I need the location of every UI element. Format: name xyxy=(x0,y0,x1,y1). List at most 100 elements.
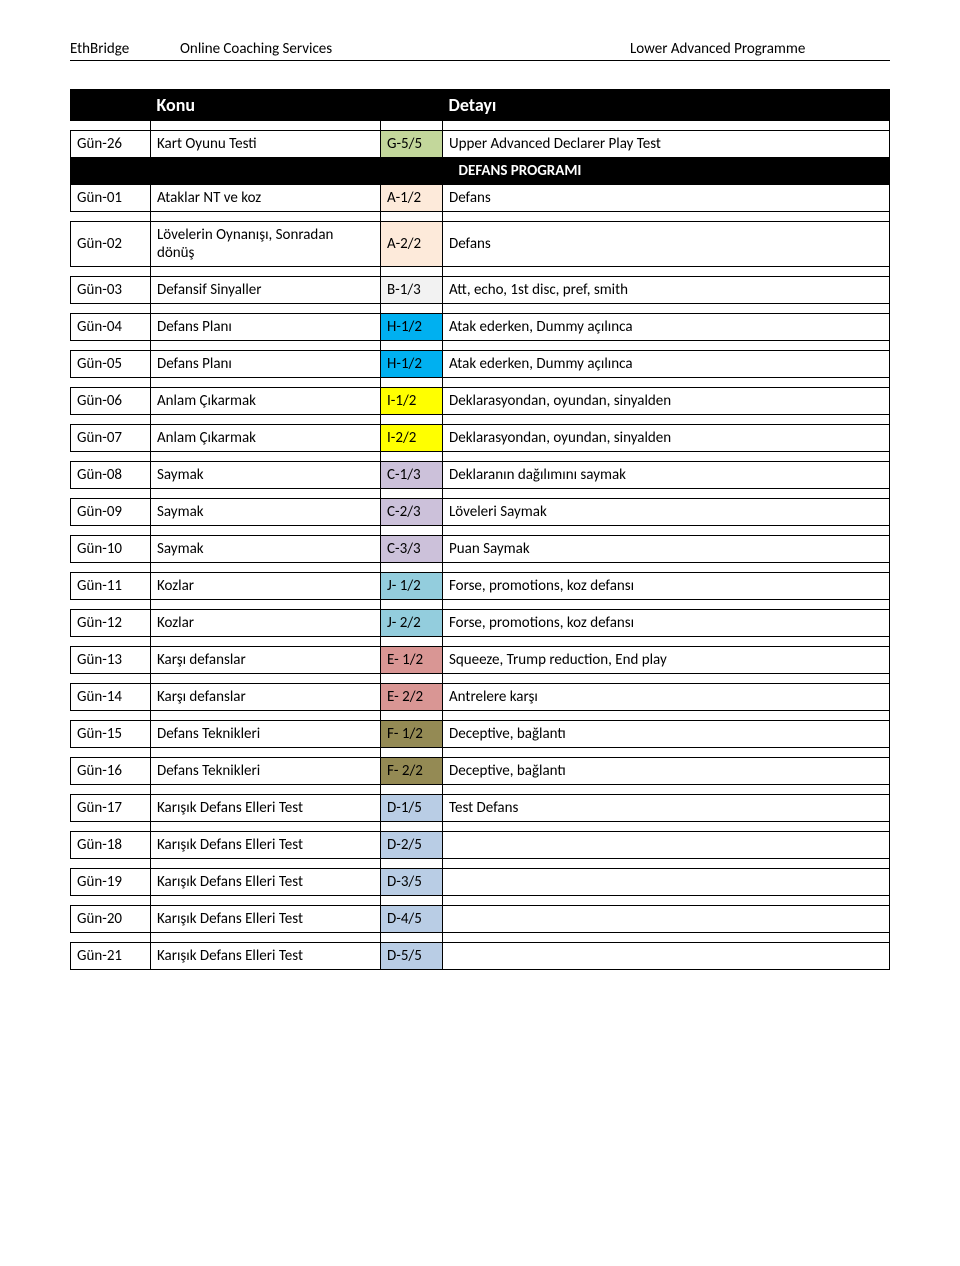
gap-row xyxy=(71,121,890,131)
cell-code: E- 2/2 xyxy=(381,684,443,711)
gap-row xyxy=(71,748,890,758)
cell-code: J- 2/2 xyxy=(381,610,443,637)
cell-day: Gün-06 xyxy=(71,388,151,415)
cell-day: Gün-21 xyxy=(71,943,151,970)
cell-topic: Saymak xyxy=(151,536,381,563)
cell-detail: Atak ederken, Dummy açılınca xyxy=(443,351,890,378)
table-header-row: KonuDetayı xyxy=(71,90,890,121)
cell-code: D-3/5 xyxy=(381,869,443,896)
cell-detail: Löveleri Saymak xyxy=(443,499,890,526)
page-header: EthBridge Online Coaching Services Lower… xyxy=(70,40,890,61)
cell-detail xyxy=(443,906,890,933)
table-row: Gün-16Defans TeknikleriF- 2/2Deceptive, … xyxy=(71,758,890,785)
cell-detail: Forse, promotions, koz defansı xyxy=(443,610,890,637)
cell-day: Gün-08 xyxy=(71,462,151,489)
table-row: Gün-17Karışık Defans Elleri TestD-1/5Tes… xyxy=(71,795,890,822)
gap-row xyxy=(71,415,890,425)
table-row: Gün-02Lövelerin Oynanışı, Sonradan dönüş… xyxy=(71,222,890,267)
section-title: DEFANS PROGRAMI xyxy=(151,158,890,185)
cell-day: Gün-02 xyxy=(71,222,151,267)
cell-topic: Kozlar xyxy=(151,573,381,600)
cell-day: Gün-11 xyxy=(71,573,151,600)
cell-detail: Deklarasyondan, oyundan, sinyalden xyxy=(443,388,890,415)
header-service: Online Coaching Services xyxy=(180,40,630,58)
cell-code: B-1/3 xyxy=(381,277,443,304)
table-row: Gün-05Defans PlanıH-1/2Atak ederken, Dum… xyxy=(71,351,890,378)
cell-day: Gün-10 xyxy=(71,536,151,563)
programme-table: KonuDetayı Gün-26Kart Oyunu TestiG-5/5Upp… xyxy=(70,89,890,970)
cell-code: D-1/5 xyxy=(381,795,443,822)
gap-row xyxy=(71,267,890,277)
cell-code: D-4/5 xyxy=(381,906,443,933)
cell-code: C-1/3 xyxy=(381,462,443,489)
cell-day: Gün-14 xyxy=(71,684,151,711)
table-row: Gün-08SaymakC-1/3Deklaranın dağılımını s… xyxy=(71,462,890,489)
cell-code: F- 2/2 xyxy=(381,758,443,785)
gap-row xyxy=(71,933,890,943)
table-row: Gün-10SaymakC-3/3Puan Saymak xyxy=(71,536,890,563)
table-row: Gün-06Anlam ÇıkarmakI-1/2Deklarasyondan,… xyxy=(71,388,890,415)
gap-row xyxy=(71,489,890,499)
cell-detail xyxy=(443,832,890,859)
table-row: Gün-15Defans TeknikleriF- 1/2Deceptive, … xyxy=(71,721,890,748)
cell-day: Gün-09 xyxy=(71,499,151,526)
table-row: Gün-21Karışık Defans Elleri TestD-5/5 xyxy=(71,943,890,970)
gap-row xyxy=(71,637,890,647)
header-brand: EthBridge xyxy=(70,40,180,58)
cell-detail: Upper Advanced Declarer Play Test xyxy=(443,131,890,158)
cell-day: Gün-13 xyxy=(71,647,151,674)
table-row: Gün-26Kart Oyunu TestiG-5/5Upper Advance… xyxy=(71,131,890,158)
cell-topic: Karşı defanslar xyxy=(151,684,381,711)
gap-row xyxy=(71,859,890,869)
cell-day: Gün-16 xyxy=(71,758,151,785)
table-row: Gün-04Defans PlanıH-1/2Atak ederken, Dum… xyxy=(71,314,890,341)
cell-day: Gün-04 xyxy=(71,314,151,341)
table-row: Gün-20Karışık Defans Elleri TestD-4/5 xyxy=(71,906,890,933)
cell-topic: Karışık Defans Elleri Test xyxy=(151,832,381,859)
cell-day: Gün-19 xyxy=(71,869,151,896)
table-row: Gün-09SaymakC-2/3Löveleri Saymak xyxy=(71,499,890,526)
gap-row xyxy=(71,711,890,721)
cell-topic: Anlam Çıkarmak xyxy=(151,388,381,415)
gap-row xyxy=(71,896,890,906)
cell-code: I-1/2 xyxy=(381,388,443,415)
cell-detail: Squeeze, Trump reduction, End play xyxy=(443,647,890,674)
cell-topic: Kozlar xyxy=(151,610,381,637)
gap-row xyxy=(71,452,890,462)
section-header-row: DEFANS PROGRAMI xyxy=(71,158,890,185)
gap-row xyxy=(71,563,890,573)
cell-detail xyxy=(443,943,890,970)
table-row: Gün-18Karışık Defans Elleri TestD-2/5 xyxy=(71,832,890,859)
cell-code: J- 1/2 xyxy=(381,573,443,600)
header-programme: Lower Advanced Programme xyxy=(630,40,890,58)
gap-row xyxy=(71,526,890,536)
cell-topic: Defans Teknikleri xyxy=(151,758,381,785)
cell-topic: Lövelerin Oynanışı, Sonradan dönüş xyxy=(151,222,381,267)
cell-detail: Defans xyxy=(443,222,890,267)
cell-code: A-2/2 xyxy=(381,222,443,267)
table-row: Gün-07Anlam ÇıkarmakI-2/2Deklarasyondan,… xyxy=(71,425,890,452)
cell-code: A-1/2 xyxy=(381,185,443,212)
col-header-konu: Konu xyxy=(151,90,381,121)
cell-code: G-5/5 xyxy=(381,131,443,158)
cell-code: D-2/5 xyxy=(381,832,443,859)
cell-topic: Defans Planı xyxy=(151,314,381,341)
cell-topic: Karışık Defans Elleri Test xyxy=(151,906,381,933)
cell-day: Gün-07 xyxy=(71,425,151,452)
cell-detail: Deklarasyondan, oyundan, sinyalden xyxy=(443,425,890,452)
cell-code: C-3/3 xyxy=(381,536,443,563)
cell-detail: Atak ederken, Dummy açılınca xyxy=(443,314,890,341)
cell-day: Gün-15 xyxy=(71,721,151,748)
cell-topic: Karışık Defans Elleri Test xyxy=(151,795,381,822)
cell-detail: Test Defans xyxy=(443,795,890,822)
table-row: Gün-11KozlarJ- 1/2Forse, promotions, koz… xyxy=(71,573,890,600)
gap-row xyxy=(71,785,890,795)
cell-day: Gün-26 xyxy=(71,131,151,158)
cell-day: Gün-03 xyxy=(71,277,151,304)
cell-topic: Anlam Çıkarmak xyxy=(151,425,381,452)
cell-detail: Att, echo, 1st disc, pref, smith xyxy=(443,277,890,304)
cell-detail: Antrelere karşı xyxy=(443,684,890,711)
gap-row xyxy=(71,341,890,351)
cell-topic: Defans Teknikleri xyxy=(151,721,381,748)
cell-code: H-1/2 xyxy=(381,314,443,341)
